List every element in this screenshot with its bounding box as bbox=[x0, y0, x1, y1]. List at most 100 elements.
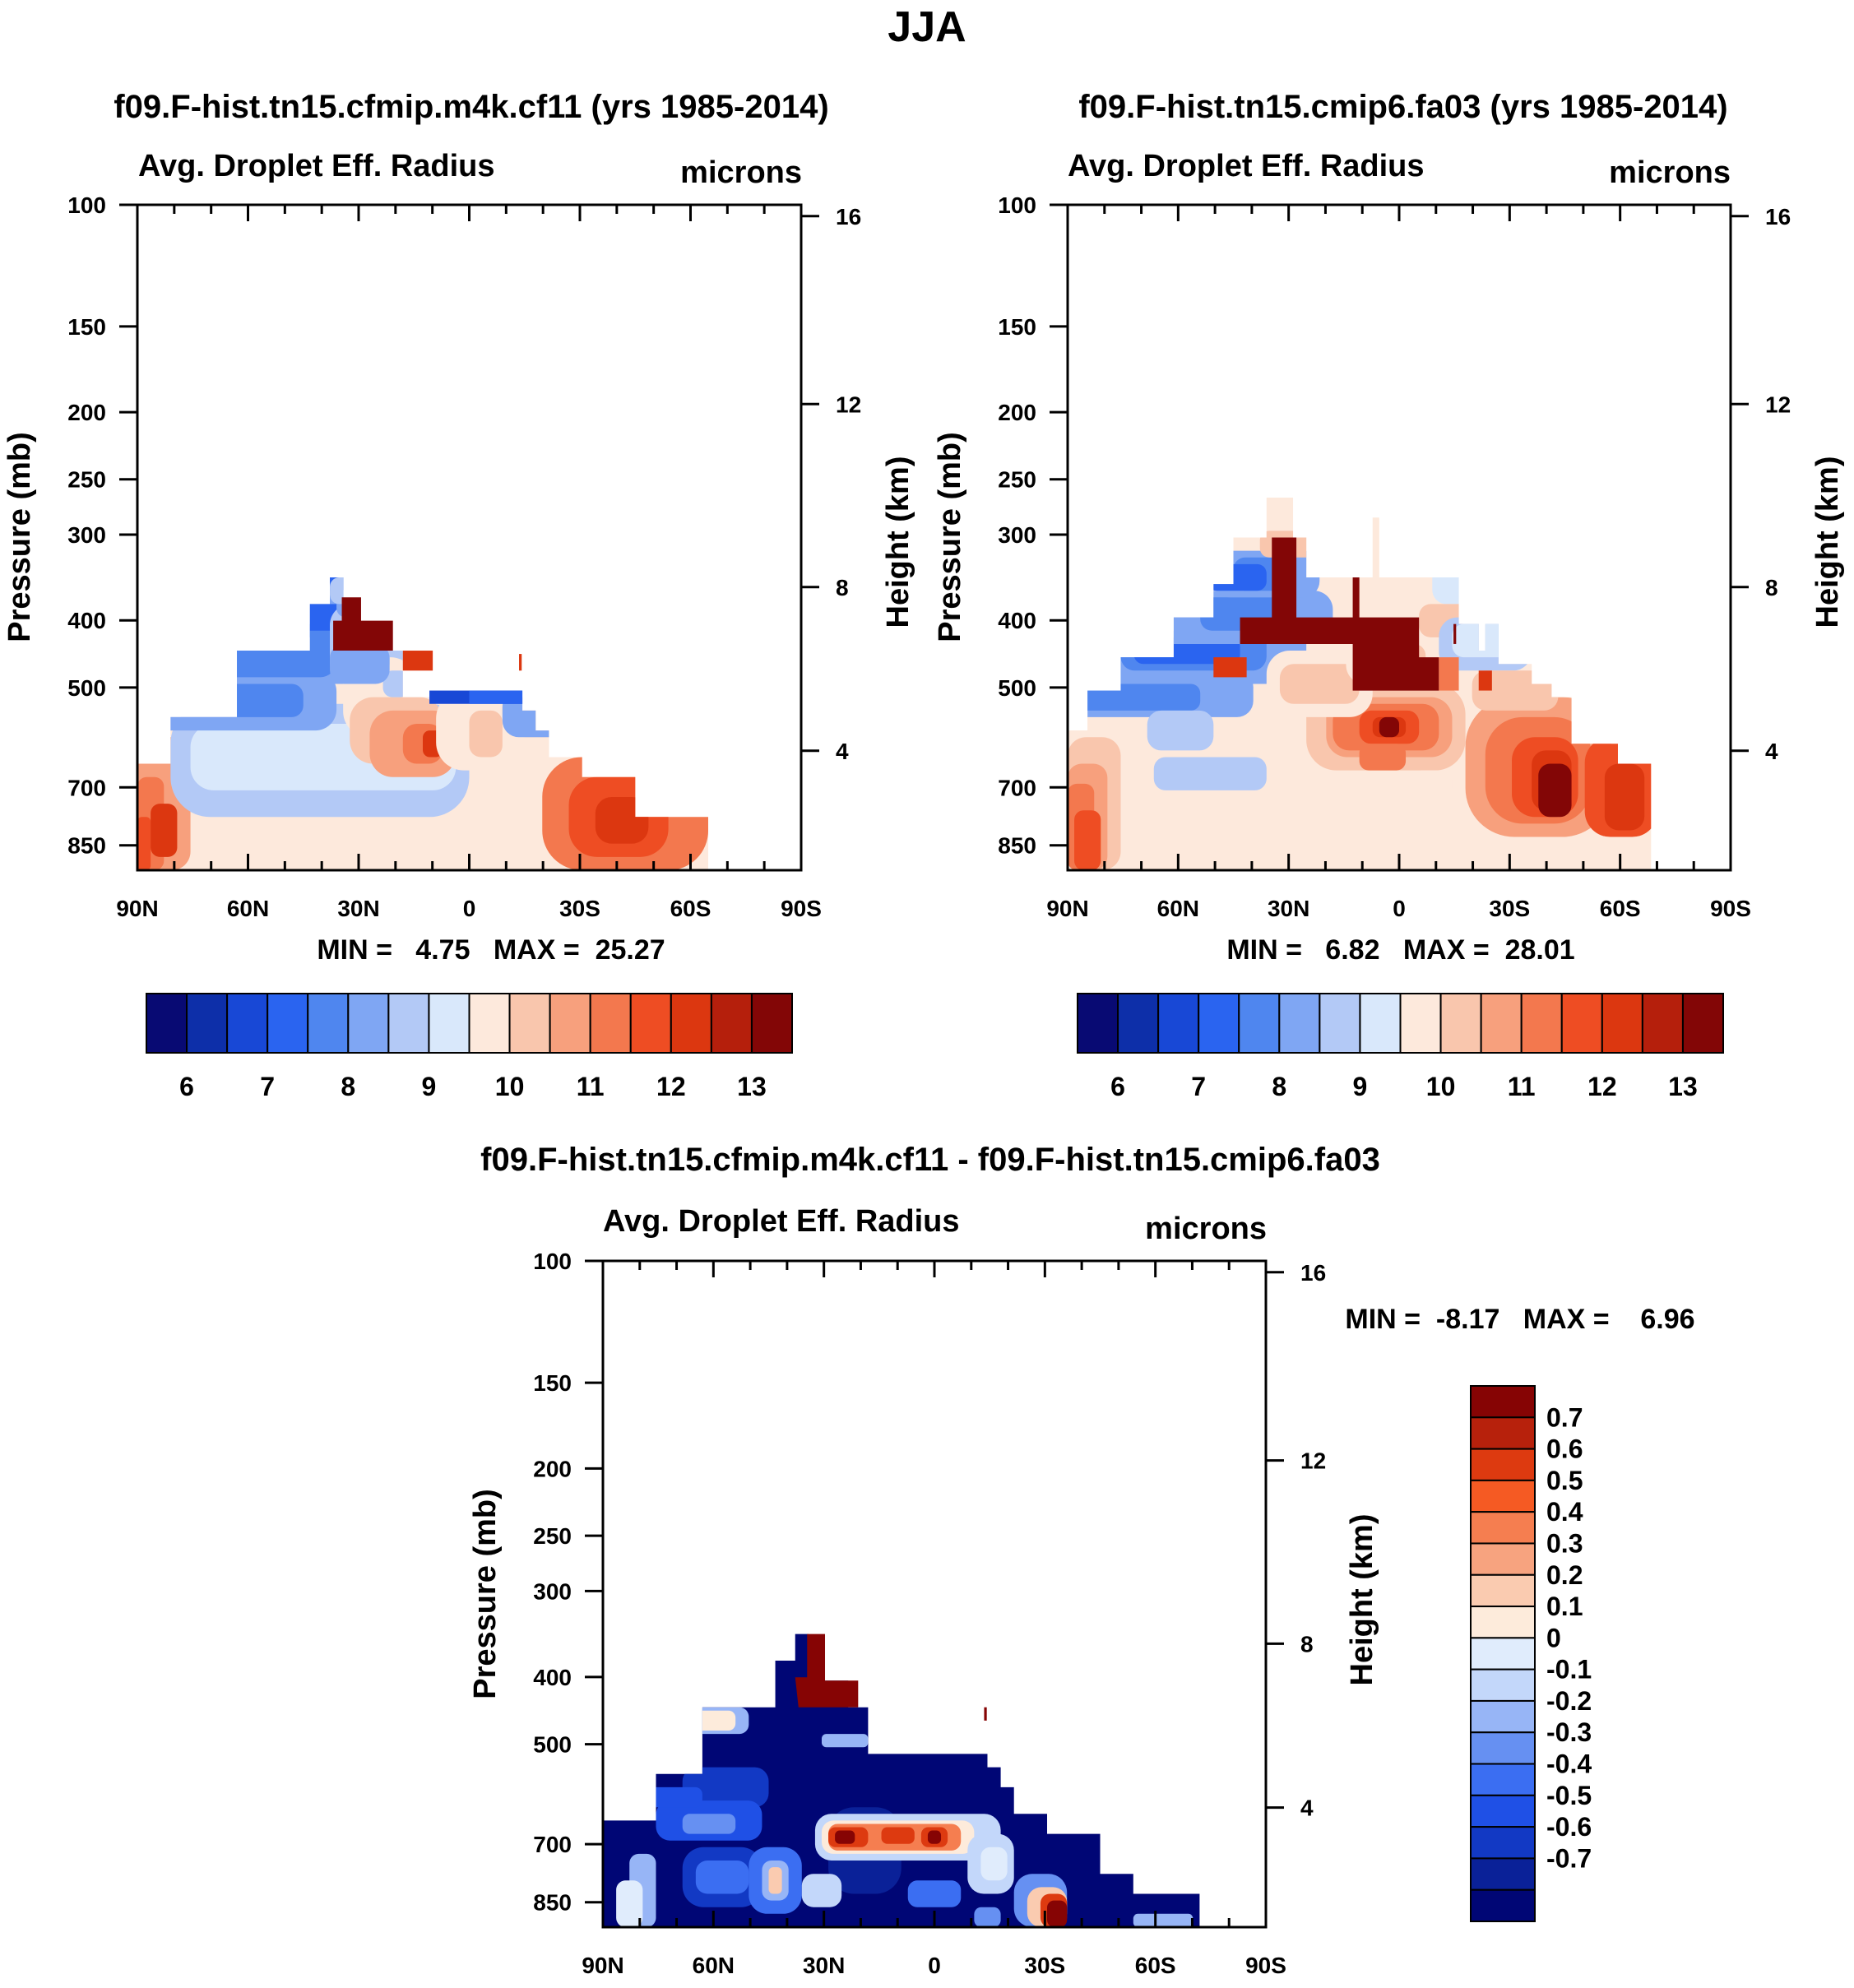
contour-patch bbox=[1306, 550, 1346, 578]
colorbar: 0.70.60.50.40.30.20.10-0.1-0.2-0.3-0.4-0… bbox=[1470, 1385, 1592, 1922]
colorbar: 6 7 8 9 10 11 12 13 bbox=[146, 993, 793, 1101]
field-layers bbox=[603, 1633, 1200, 1927]
contour-patch bbox=[695, 1861, 749, 1894]
contour-patch bbox=[1379, 716, 1399, 738]
colorbar-box bbox=[1470, 1731, 1536, 1765]
pressure-axis-label: Pressure (mb) bbox=[2, 432, 37, 642]
height-axis: 16 12 8 4 bbox=[1731, 204, 1791, 764]
colorbar-box bbox=[1470, 1416, 1536, 1450]
lat-tick-label: 30N bbox=[337, 896, 379, 921]
contour-patch bbox=[1068, 684, 1201, 711]
contour-patch bbox=[1604, 763, 1645, 831]
pressure-axis: 100 150 200 250 300 400 500 700 850 bbox=[67, 192, 137, 859]
contour-patch bbox=[821, 1734, 869, 1748]
contour-patch bbox=[907, 1880, 962, 1907]
colorbar-box bbox=[1470, 1479, 1536, 1513]
colorbar-label: 12 bbox=[656, 1072, 686, 1101]
pressure-tick-label: 500 bbox=[67, 675, 106, 701]
height-tick-label: 4 bbox=[1765, 739, 1778, 764]
height-tick-label: 4 bbox=[836, 739, 849, 764]
colorbar-box bbox=[1077, 993, 1119, 1054]
height-tick-label: 12 bbox=[1300, 1448, 1326, 1474]
height-axis: 16 12 8 4 bbox=[801, 204, 861, 764]
colorbar-label: 7 bbox=[1191, 1072, 1206, 1101]
pressure-tick-label: 250 bbox=[998, 467, 1036, 493]
panel-title: f09.F-hist.tn15.cmip6.fa03 (yrs 1985-201… bbox=[1078, 89, 1727, 125]
pressure-axis: 100 150 200 250 300 400 500 700 850 bbox=[533, 1249, 603, 1916]
contour-patch bbox=[423, 591, 470, 644]
colorbar-box bbox=[1681, 993, 1724, 1054]
contour-patch bbox=[1412, 770, 1453, 798]
variable-label: Avg. Droplet Eff. Radius bbox=[603, 1204, 960, 1239]
lat-tick-label: 30S bbox=[1024, 1953, 1065, 1978]
pressure-tick-label: 250 bbox=[533, 1523, 572, 1549]
lat-tick-label: 30N bbox=[1268, 896, 1309, 921]
height-tick-label: 4 bbox=[1300, 1796, 1314, 1821]
colorbar-box bbox=[1157, 993, 1200, 1054]
height-axis: 16 12 8 4 bbox=[1266, 1260, 1326, 1821]
colorbar-label: -0.3 bbox=[1546, 1717, 1592, 1747]
pressure-tick-label: 300 bbox=[67, 522, 106, 548]
pressure-axis: 100 150 200 250 300 400 500 700 850 bbox=[998, 192, 1068, 859]
pressure-tick-label: 150 bbox=[998, 314, 1036, 340]
contour-patch bbox=[835, 1830, 855, 1844]
contour-patch bbox=[508, 630, 569, 671]
colorbar-box bbox=[1480, 993, 1523, 1054]
cloud-top-max bbox=[795, 1633, 859, 1708]
cloud-top-max bbox=[1240, 537, 1439, 691]
contour-patch bbox=[1452, 623, 1519, 658]
colorbar-box bbox=[1470, 1448, 1536, 1481]
colorbar-box bbox=[347, 993, 390, 1054]
colorbar-box bbox=[307, 993, 350, 1054]
colorbar-label: 7 bbox=[260, 1072, 275, 1101]
cloud-top-max bbox=[333, 597, 393, 651]
cloud-edge bbox=[984, 1707, 987, 1721]
panel-title: f09.F-hist.tn15.cfmip.m4k.cf11 (yrs 1985… bbox=[114, 89, 828, 125]
latitude-axis: 90N 60N 30N 0 30S 60S 90S bbox=[582, 1261, 1286, 1978]
colorbar-box bbox=[1601, 993, 1643, 1054]
lat-tick-label: 90N bbox=[582, 1953, 623, 1978]
contour-patch bbox=[429, 604, 457, 631]
colorbar-label: 13 bbox=[737, 1072, 767, 1101]
colorbar-box bbox=[1470, 1763, 1536, 1796]
colorbar-box bbox=[1439, 993, 1482, 1054]
pressure-tick-label: 250 bbox=[67, 467, 106, 493]
height-tick-label: 16 bbox=[836, 204, 861, 229]
colorbar-label: 6 bbox=[179, 1072, 194, 1101]
colorbar-label: 10 bbox=[1426, 1072, 1456, 1101]
colorbar-label: -0.4 bbox=[1546, 1749, 1592, 1779]
lat-tick-label: 60S bbox=[1135, 1953, 1176, 1978]
blue-band bbox=[469, 690, 523, 704]
height-tick-label: 8 bbox=[1300, 1631, 1314, 1657]
height-tick-label: 12 bbox=[1765, 392, 1791, 417]
colorbar-box bbox=[629, 993, 672, 1054]
panel-model-a: f09.F-hist.tn15.cfmip.m4k.cf11 (yrs 1985… bbox=[2, 89, 915, 1101]
colorbar-box bbox=[670, 993, 712, 1054]
contour-patch bbox=[137, 684, 304, 717]
colorbar-box bbox=[186, 993, 229, 1054]
contour-patch bbox=[1074, 810, 1101, 870]
pressure-tick-label: 100 bbox=[998, 192, 1036, 218]
contour-patch bbox=[1472, 537, 1499, 571]
height-tick-label: 8 bbox=[1765, 575, 1778, 600]
colorbar-label: 11 bbox=[1508, 1072, 1536, 1101]
colorbar-box bbox=[226, 993, 269, 1054]
colorbar-label: 0.2 bbox=[1546, 1560, 1583, 1590]
contour-patch bbox=[495, 617, 582, 678]
colorbar-label: 11 bbox=[577, 1072, 605, 1101]
pressure-tick-label: 150 bbox=[67, 314, 106, 340]
contour-patch bbox=[881, 1827, 915, 1844]
colorbar-label: 9 bbox=[422, 1072, 437, 1101]
contour-patch bbox=[1538, 763, 1572, 818]
colorbar-box bbox=[1470, 1573, 1536, 1608]
colorbar-box bbox=[750, 993, 793, 1054]
contour-patch bbox=[801, 1874, 842, 1907]
contour-patch bbox=[190, 630, 337, 678]
contour-patch bbox=[284, 544, 337, 571]
variable-label: Avg. Droplet Eff. Radius bbox=[138, 149, 495, 183]
pressure-tick-label: 400 bbox=[67, 608, 106, 633]
contour-patch bbox=[469, 710, 503, 758]
lat-tick-label: 90N bbox=[1046, 896, 1088, 921]
pressure-tick-label: 850 bbox=[998, 833, 1036, 859]
contour-patch bbox=[1133, 1913, 1194, 1927]
